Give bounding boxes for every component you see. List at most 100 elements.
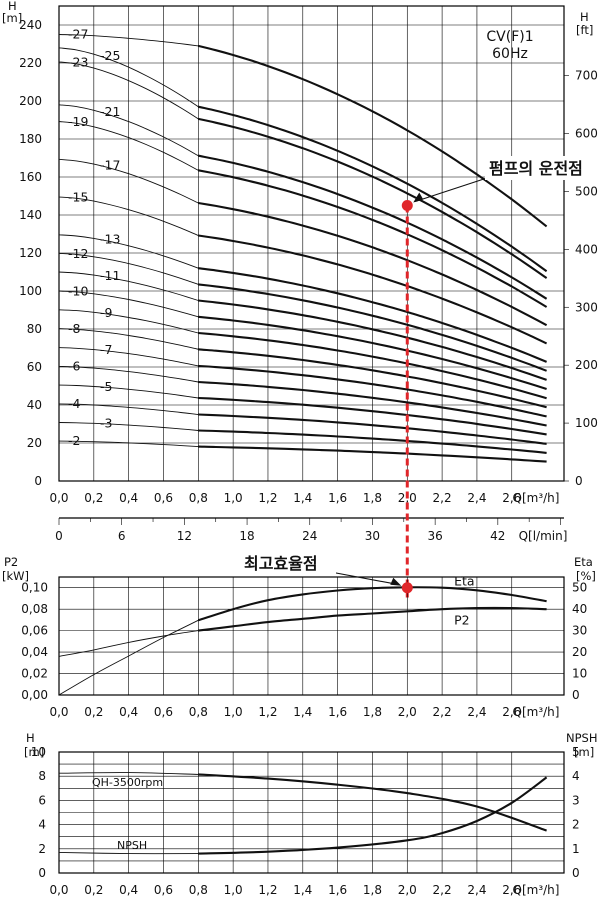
x2-tick-label: 6 bbox=[118, 529, 126, 543]
head-curve bbox=[198, 44, 548, 228]
y-axis-label: H bbox=[26, 731, 35, 745]
x2-tick-label: 0 bbox=[55, 529, 63, 543]
head-curve-thin bbox=[58, 34, 199, 47]
x-tick-label: 2,4 bbox=[467, 705, 486, 719]
curve-label: -5 bbox=[100, 379, 112, 394]
x-tick-label: 1,6 bbox=[328, 883, 347, 897]
curve-label: -6 bbox=[68, 359, 81, 374]
head-curve bbox=[198, 348, 547, 409]
curve-label: -25 bbox=[100, 48, 120, 63]
curve-label: -13 bbox=[100, 231, 120, 246]
y-axis-unit: [kW] bbox=[2, 569, 29, 583]
x-axis-label: Q[m³/h] bbox=[513, 705, 560, 719]
curve-label: -21 bbox=[100, 104, 120, 119]
head-curve bbox=[198, 154, 548, 300]
y2-axis-unit: [m] bbox=[574, 745, 594, 759]
npsh-series-label: NPSH bbox=[117, 839, 147, 852]
power-efficiency-panel: 0,00 0,02 0,04 0,06 0,08 0,10 0 10 20 30 40 50 0,0 0,… bbox=[2, 552, 596, 719]
y-tick-label: 160 bbox=[19, 170, 42, 184]
y-tick-label: 120 bbox=[19, 246, 42, 260]
curve-label: -7 bbox=[100, 342, 112, 357]
head-curve-thin bbox=[58, 104, 199, 157]
x-tick-label: 0,8 bbox=[189, 883, 208, 897]
x-tick-label: 0,6 bbox=[154, 491, 173, 505]
curve-label: -11 bbox=[100, 268, 120, 283]
y2-tick-label: 100 bbox=[575, 416, 598, 430]
y-tick-label: 180 bbox=[19, 132, 42, 146]
p2-series-label: P2 bbox=[454, 613, 470, 628]
y2-tick-label: 5 bbox=[572, 745, 580, 759]
plot-frame bbox=[58, 5, 565, 482]
eta-curve-thin bbox=[58, 619, 199, 696]
y-tick-label: 10 bbox=[31, 745, 46, 759]
y2-tick-label: 300 bbox=[575, 300, 598, 314]
operating-point-leader bbox=[415, 175, 494, 203]
x2-tick-label: 42 bbox=[490, 529, 505, 543]
npsh-curve bbox=[198, 776, 548, 855]
x-tick-label: 0,4 bbox=[119, 491, 138, 505]
qh-curve bbox=[198, 773, 547, 832]
x-tick-label: 2,0 bbox=[398, 883, 417, 897]
y-tick-label: 8 bbox=[38, 769, 46, 783]
y2-tick-label: 0 bbox=[575, 474, 583, 488]
y2-tick-label: 500 bbox=[575, 184, 598, 198]
eta-series-label: Eta bbox=[454, 573, 474, 588]
curve-label: -9 bbox=[100, 305, 113, 320]
head-curve bbox=[198, 283, 547, 372]
y-tick-label: 0,00 bbox=[21, 688, 48, 702]
head-curve bbox=[198, 117, 548, 279]
x2-axis-label: Q[l/min] bbox=[519, 529, 568, 543]
best-efficiency-annotation: 최고효율점 bbox=[244, 554, 318, 573]
y2-tick-label: 200 bbox=[575, 358, 598, 372]
head-curve-thin bbox=[58, 121, 199, 171]
x-tick-label: 0,2 bbox=[84, 883, 103, 897]
y-tick-label: 6 bbox=[38, 793, 46, 807]
y-tick-label: 140 bbox=[19, 208, 42, 222]
head-curve bbox=[198, 396, 547, 436]
x-tick-label: 1,2 bbox=[258, 491, 277, 505]
y-tick-label: 200 bbox=[19, 94, 42, 108]
y-axis-unit: [m] bbox=[2, 11, 22, 25]
x-tick-label: 1,0 bbox=[224, 705, 243, 719]
x2-tick-label: 30 bbox=[365, 529, 380, 543]
y2-tick-label: 600 bbox=[575, 127, 598, 141]
y2-axis-label: NPSH bbox=[566, 731, 598, 745]
y2-tick-label: 3 bbox=[572, 793, 580, 807]
head-curve bbox=[198, 267, 548, 363]
y-tick-label: 0,08 bbox=[21, 602, 48, 616]
y2-tick-label: 400 bbox=[575, 242, 598, 256]
x-tick-label: 0,8 bbox=[189, 705, 208, 719]
x-tick-label: 1,4 bbox=[293, 883, 312, 897]
y-tick-label: 4 bbox=[38, 818, 46, 832]
head-curve-thin bbox=[58, 403, 199, 415]
y-tick-label: 100 bbox=[19, 284, 42, 298]
qh-npsh-panel: 0 2 4 6 8 10 0 1 2 3 4 5 0,0 0,2 0,4 0,6 0,8 1,0 1,2 1,4 1,6… bbox=[24, 731, 598, 897]
x-tick-label: 2,6 bbox=[502, 491, 521, 505]
curve-label: -2 bbox=[68, 433, 80, 448]
x-tick-label: 0,4 bbox=[119, 705, 138, 719]
annotation-bg bbox=[485, 156, 609, 180]
y-tick-label: 0,10 bbox=[21, 581, 48, 595]
y2-axis-label: H bbox=[580, 10, 589, 24]
x-tick-label: 1,4 bbox=[293, 705, 312, 719]
curve-label: -12 bbox=[68, 246, 88, 261]
x-tick-label: 1,6 bbox=[328, 705, 347, 719]
x-tick-label: 1,0 bbox=[224, 491, 243, 505]
y-tick-label: 0,04 bbox=[21, 645, 48, 659]
head-curve bbox=[198, 201, 548, 327]
x2-tick-label: 24 bbox=[302, 529, 317, 543]
head-curve-thin bbox=[58, 384, 199, 399]
head-curve-thin bbox=[58, 347, 199, 367]
x2-tick-label: 12 bbox=[177, 529, 192, 543]
x-tick-label: 0,0 bbox=[49, 491, 68, 505]
x-tick-label: 2,6 bbox=[502, 883, 521, 897]
curve-label: -23 bbox=[68, 55, 88, 70]
x-tick-label: 1,8 bbox=[363, 705, 382, 719]
curve-label: -3 bbox=[100, 416, 112, 431]
qh-curve-thin bbox=[58, 772, 199, 775]
operating-point-marker bbox=[401, 200, 413, 211]
y2-axis-unit: [%] bbox=[576, 569, 596, 583]
chart-subtitle: 60Hz bbox=[492, 46, 528, 62]
y2-tick-label: 10 bbox=[572, 667, 587, 681]
